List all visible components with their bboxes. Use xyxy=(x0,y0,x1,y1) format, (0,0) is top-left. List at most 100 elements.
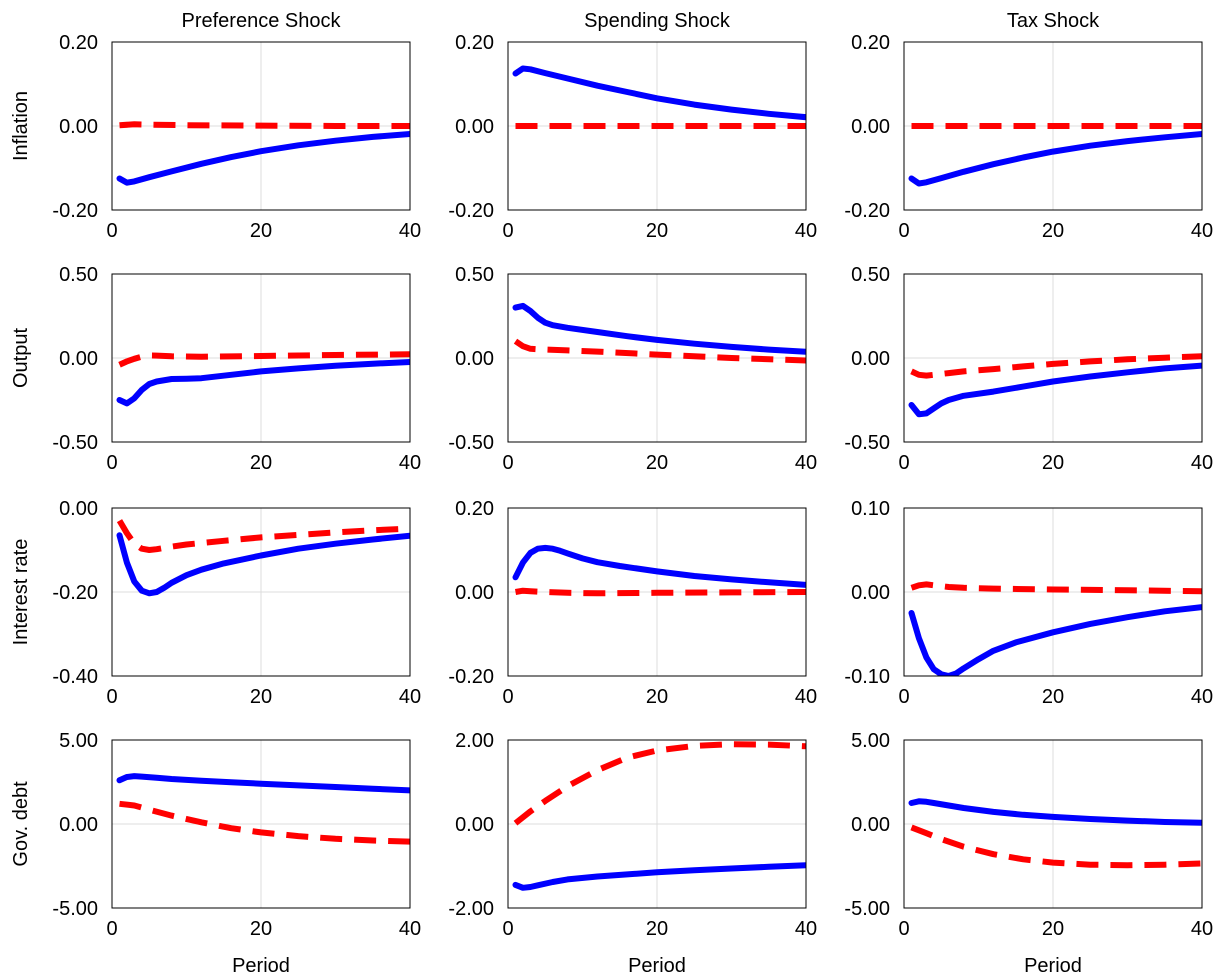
y-tick-label: 0.50 xyxy=(59,264,98,286)
x-tick-label: 20 xyxy=(646,686,668,708)
x-tick-label: 0 xyxy=(898,220,909,242)
y-tick-label: -0.20 xyxy=(52,200,98,222)
x-tick-label: 20 xyxy=(1042,220,1064,242)
y-tick-label: 0.50 xyxy=(851,264,890,286)
y-tick-label: -0.20 xyxy=(844,200,890,222)
y-tick-label: -5.00 xyxy=(844,898,890,920)
panel-frame xyxy=(507,41,807,211)
panel-frame xyxy=(507,507,807,677)
y-tick-label: -0.20 xyxy=(448,666,494,688)
y-tick-label: -0.10 xyxy=(844,666,890,688)
y-tick-label: -0.20 xyxy=(448,200,494,222)
y-tick-label: 0.00 xyxy=(59,498,98,520)
panel: 0.20 0.00 -0.20 0 20 40 xyxy=(52,32,421,242)
x-axis-label: Period xyxy=(232,955,290,977)
y-tick-label: 5.00 xyxy=(851,730,890,752)
series-line-blue-solid xyxy=(116,773,410,794)
y-tick-label: 0.50 xyxy=(455,264,494,286)
y-tick-label: 5.00 xyxy=(59,730,98,752)
y-tick-label: 0.00 xyxy=(851,582,890,604)
panel-frame xyxy=(111,739,411,909)
series-line-red-dashed xyxy=(118,351,410,368)
series-line-blue-solid xyxy=(116,359,410,407)
y-tick-label: -0.50 xyxy=(448,432,494,454)
y-tick-label: 0.20 xyxy=(455,498,494,520)
y-tick-label: 0.20 xyxy=(59,32,98,54)
panel-frame xyxy=(507,273,807,443)
panel: 0.50 0.00 -0.50 0 20 40 xyxy=(52,264,421,474)
panel-frame xyxy=(111,273,411,443)
x-tick-label: 20 xyxy=(250,452,272,474)
y-tick-label: 0.20 xyxy=(455,32,494,54)
panel-frame xyxy=(507,739,807,909)
x-tick-label: 0 xyxy=(106,452,117,474)
column-title: Tax Shock xyxy=(1007,10,1100,32)
panel: 0.20 0.00 -0.20 0 20 40 xyxy=(448,498,817,708)
panel-frame xyxy=(903,41,1203,211)
x-tick-label: 40 xyxy=(399,918,421,940)
x-tick-label: 0 xyxy=(898,686,909,708)
y-tick-label: -0.50 xyxy=(52,432,98,454)
panel: 5.00 0.00 -5.00 0 20 40 xyxy=(52,730,421,940)
x-tick-label: 40 xyxy=(1191,452,1213,474)
x-tick-label: 20 xyxy=(646,220,668,242)
y-tick-label: 0.00 xyxy=(851,116,890,138)
x-tick-label: 0 xyxy=(106,918,117,940)
panel: 0.10 0.00 -0.10 0 20 40 xyxy=(844,498,1213,708)
x-tick-label: 40 xyxy=(1191,918,1213,940)
y-tick-label: -0.20 xyxy=(52,582,98,604)
y-tick-label: 0.00 xyxy=(59,814,98,836)
series-line-blue-solid xyxy=(512,65,806,121)
y-tick-label: 0.00 xyxy=(59,116,98,138)
y-tick-label: 0.00 xyxy=(455,814,494,836)
series-line-blue-solid xyxy=(512,302,806,355)
panel: 0.20 0.00 -0.20 0 20 40 xyxy=(844,32,1213,242)
series-line-blue-solid xyxy=(116,131,410,186)
y-tick-label: 0.00 xyxy=(455,582,494,604)
series-line-blue-solid xyxy=(908,131,1202,187)
panel: 2.00 0.00 -2.00 0 20 40 xyxy=(448,730,817,940)
x-tick-label: 20 xyxy=(646,452,668,474)
x-tick-label: 0 xyxy=(502,220,513,242)
y-tick-label: 0.00 xyxy=(851,348,890,370)
series-line-blue-solid xyxy=(512,862,806,891)
x-tick-label: 20 xyxy=(1042,686,1064,708)
column-title: Preference Shock xyxy=(182,10,342,32)
x-tick-label: 0 xyxy=(898,918,909,940)
x-tick-label: 20 xyxy=(1042,918,1064,940)
series-line-red-dashed xyxy=(910,581,1202,595)
x-tick-label: 40 xyxy=(1191,686,1213,708)
y-tick-label: -5.00 xyxy=(52,898,98,920)
x-axis-label: Period xyxy=(628,955,686,977)
y-tick-label: 0.00 xyxy=(455,348,494,370)
row-label: Interest rate xyxy=(10,539,32,646)
series-line-red-dashed xyxy=(119,800,410,845)
series-line-blue-solid xyxy=(908,362,1202,418)
column-title: Spending Shock xyxy=(584,10,731,32)
panel: 0.20 0.00 -0.20 0 20 40 xyxy=(448,32,817,242)
series-line-blue-solid xyxy=(512,544,806,588)
x-tick-label: 20 xyxy=(250,918,272,940)
x-tick-label: 0 xyxy=(898,452,909,474)
panel: 5.00 0.00 -5.00 0 20 40 xyxy=(844,730,1213,940)
panel-frame xyxy=(903,739,1203,909)
panel-frame xyxy=(903,273,1203,443)
panel-frame xyxy=(903,507,1203,677)
x-tick-label: 0 xyxy=(502,686,513,708)
x-tick-label: 40 xyxy=(399,686,421,708)
panel: 0.50 0.00 -0.50 0 20 40 xyxy=(448,264,817,474)
y-tick-label: -0.40 xyxy=(52,666,98,688)
series-line-blue-solid xyxy=(908,604,1202,676)
series-line-red-dashed xyxy=(513,741,806,826)
x-tick-label: 20 xyxy=(250,686,272,708)
x-tick-label: 0 xyxy=(502,918,513,940)
y-tick-label: -0.50 xyxy=(844,432,890,454)
series-line-red-dashed xyxy=(513,338,806,364)
series-line-blue-solid xyxy=(908,798,1202,826)
y-tick-label: 0.10 xyxy=(851,498,890,520)
series-line-red-dashed xyxy=(910,824,1202,869)
y-tick-label: -2.00 xyxy=(448,898,494,920)
panel-frame xyxy=(111,41,411,211)
y-tick-label: 0.00 xyxy=(59,348,98,370)
